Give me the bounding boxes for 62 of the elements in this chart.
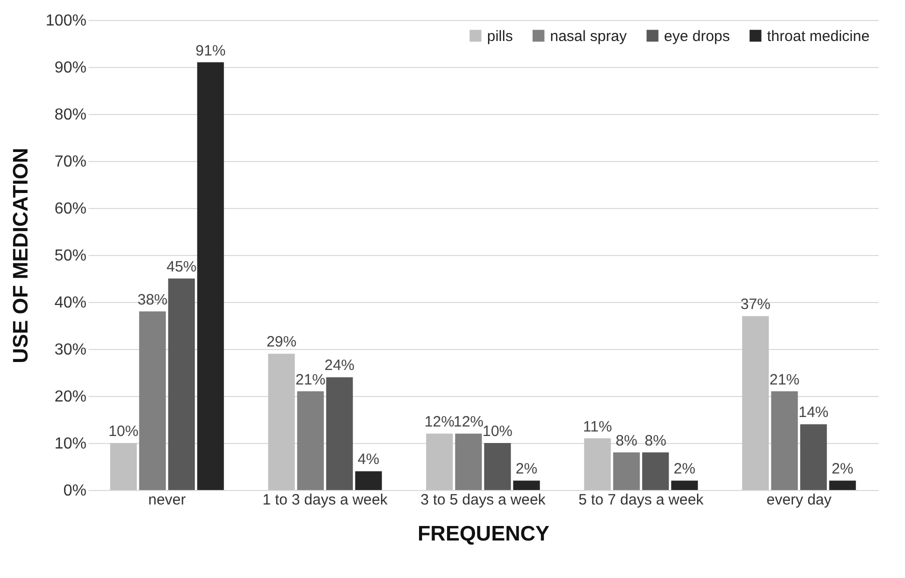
y-tick-label: 50% <box>54 248 86 264</box>
y-tick-label: 20% <box>54 388 86 406</box>
data-label: 91% <box>196 42 226 60</box>
data-label: 37% <box>740 296 770 314</box>
bar <box>513 480 540 490</box>
data-label: 21% <box>295 371 326 388</box>
data-label: 24% <box>324 357 355 374</box>
x-tick-label: 5 to 7 days a week <box>578 492 704 508</box>
legend-label: pills <box>487 28 513 45</box>
bar <box>829 480 856 490</box>
data-label: 4% <box>358 451 380 468</box>
data-label: 8% <box>616 432 638 450</box>
bar <box>326 377 353 490</box>
y-tick-label: 40% <box>54 294 86 312</box>
x-tick-label: every day <box>766 492 832 508</box>
y-tick-label: 90% <box>54 60 86 76</box>
data-label: 2% <box>516 460 538 478</box>
x-tick-label: never <box>148 492 186 508</box>
y-tick-label: 60% <box>54 200 86 218</box>
bar <box>642 452 669 490</box>
bar <box>268 354 295 490</box>
y-tick-label: 30% <box>54 342 86 358</box>
legend-label: eye drops <box>664 28 730 45</box>
bar <box>455 434 482 490</box>
legend-label: throat medicine <box>767 28 870 45</box>
bar <box>771 391 798 490</box>
legend-label: nasal spray <box>550 28 628 45</box>
bar <box>584 438 611 490</box>
y-tick-label: 100% <box>46 12 86 30</box>
data-label: 2% <box>674 460 696 478</box>
data-label: 11% <box>583 418 612 436</box>
data-label: 29% <box>266 334 296 351</box>
bar <box>355 471 382 490</box>
data-label: 21% <box>769 371 800 388</box>
data-label: 45% <box>166 258 197 276</box>
bar <box>426 434 453 490</box>
data-label: 14% <box>798 404 829 422</box>
bar <box>484 443 511 490</box>
y-tick-label: 80% <box>54 106 86 124</box>
x-axis-title: FREQUENCY <box>418 522 550 546</box>
y-tick-label: 0% <box>63 482 86 500</box>
data-label: 12% <box>424 414 454 431</box>
y-tick-label: 10% <box>54 436 86 452</box>
data-label: 8% <box>644 432 666 450</box>
bar <box>613 452 640 490</box>
x-tick-label: 1 to 3 days a week <box>262 492 388 508</box>
bar <box>168 278 195 490</box>
bar <box>197 62 224 490</box>
y-axis-title: USE OF MEDICATION <box>10 148 33 364</box>
bar <box>742 316 769 490</box>
bar <box>139 311 166 490</box>
bar <box>671 480 698 490</box>
bar <box>800 424 827 490</box>
data-label: 10% <box>108 423 138 440</box>
data-label: 38% <box>137 291 168 308</box>
bar <box>110 443 137 490</box>
data-label: 12% <box>453 414 484 431</box>
bar <box>297 391 324 490</box>
y-tick-label: 70% <box>54 154 86 170</box>
data-label: 2% <box>832 460 854 478</box>
data-label: 10% <box>482 423 513 440</box>
x-tick-label: 3 to 5 days a week <box>420 492 546 508</box>
